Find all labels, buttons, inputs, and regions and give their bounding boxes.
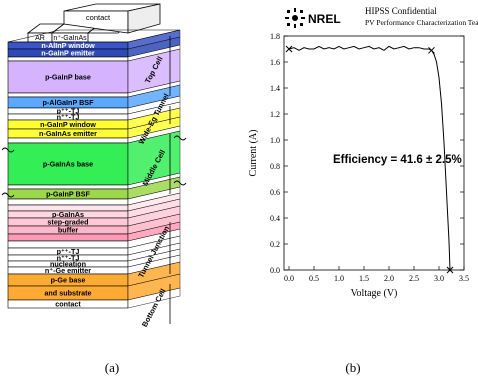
- layer-label: n⁺⁺-TJ: [57, 254, 80, 263]
- layer-label: n-GaInP emitter: [41, 49, 95, 58]
- layer-label: p⁺⁺-TJ: [57, 107, 80, 116]
- nrel-logo: NREL: [285, 8, 341, 28]
- layer-label: p-GaInAs base: [43, 160, 93, 169]
- layer-label: contact: [55, 300, 81, 309]
- break-mark-right: [173, 135, 187, 141]
- y-tick-label: 1.4: [270, 84, 280, 93]
- y-tick-label: 0.2: [270, 240, 280, 249]
- layer-label: n⁺⁺-TJ: [57, 113, 80, 122]
- y-axis-label: Current (A): [248, 130, 259, 177]
- x-axis-label: Voltage (V): [351, 288, 398, 299]
- layer-label: step-graded: [47, 218, 88, 227]
- layer-5: p-AlGaInP BSF: [7, 84, 181, 109]
- layer-label: nucleation: [50, 260, 86, 269]
- header-confidential: HIPSS Confidential: [365, 6, 437, 16]
- break-mark-right: [173, 180, 187, 186]
- layer-26: and substrate: [7, 273, 181, 301]
- layer-label: p-GaInP BSF: [46, 190, 90, 199]
- curve-marker-1: [428, 46, 435, 54]
- y-tick-label: 0.8: [270, 162, 280, 171]
- layer-label: n⁺-Ge emitter: [45, 266, 91, 275]
- sun-icon: [285, 8, 305, 28]
- x-tick-label: 3.5: [459, 274, 469, 283]
- y-tick-label: 1.0: [270, 136, 280, 145]
- ar-label: AR: [35, 35, 45, 42]
- y-tick-label: 1.8: [270, 32, 280, 41]
- chart-axes: 0.0 0.5 1.0 1.5 2.0 2.5 3.0 3.5 0.0 0.2 0.4 0.6 0.8 1…: [248, 32, 469, 299]
- layer-11: p-GaInAs base: [7, 130, 181, 186]
- curve-marker-0: [285, 45, 293, 53]
- break-mark-left: [1, 147, 15, 153]
- iv-curve-panel: NREL HIPSS Confidential PV Performance C…: [228, 0, 478, 379]
- layer-25: p-Ge base: [7, 261, 181, 287]
- nrel-logo-text: NREL: [308, 12, 341, 26]
- y-tick-label: 0.0: [270, 266, 280, 275]
- layer-label: p-Ge base: [51, 276, 86, 285]
- x-tick-label: 0.5: [309, 274, 319, 283]
- y-tick-label: 0.4: [270, 214, 280, 223]
- layer-22: n⁺⁺-TJ: [7, 242, 181, 263]
- layer-label: n-GaInAs emitter: [39, 129, 97, 138]
- x-tick-label: 2.5: [409, 274, 419, 283]
- iv-curve-line: [288, 45, 451, 271]
- cap-layer-label: n⁺-GaInAs: [53, 34, 87, 42]
- layer-label: buffer: [58, 226, 79, 235]
- layer-label: p-AlGaInP BSF: [43, 98, 95, 107]
- top-contact-label: contact: [86, 13, 111, 22]
- layer-1: n-GaInP emitter: [7, 36, 181, 58]
- layer-stack-panel: AR n⁺-GaInAs contact n-AlInP window n-GaI…: [0, 0, 225, 379]
- efficiency-annotation: Efficiency = 41.6 ± 2.5%: [333, 154, 462, 166]
- break-mark-left: [1, 192, 15, 198]
- x-tick-label: 3.0: [434, 274, 444, 283]
- curve-marker-2: [446, 266, 454, 274]
- layer-label: n-AlInP window: [41, 41, 95, 50]
- y-tick-label: 1.6: [270, 58, 280, 67]
- layer-label: n-GaInP window: [40, 120, 96, 129]
- plot-frame: [283, 35, 465, 271]
- chart-marks: [285, 45, 454, 274]
- y-tick-label: 1.2: [270, 110, 280, 119]
- layer-label: and substrate: [44, 289, 91, 298]
- iv-curve-chart: NREL HIPSS Confidential PV Performance C…: [248, 6, 478, 375]
- x-tick-label: 0.0: [284, 274, 294, 283]
- panel-a-caption: (a): [105, 360, 119, 375]
- y-tick-label: 0.6: [270, 188, 280, 197]
- layer-label: p-GaInP base: [45, 73, 91, 82]
- layer-stack-diagram: AR n⁺-GaInAs contact n-AlInP windown-GaI…: [1, 3, 187, 375]
- x-tick-label: 1.5: [359, 274, 369, 283]
- layer-27: contact: [7, 287, 181, 309]
- layer-label: p⁺⁺-TJ: [57, 247, 80, 256]
- x-tick-label: 1.0: [334, 274, 344, 283]
- panel-b-caption: (b): [345, 360, 360, 375]
- top-contact-group: AR n⁺-GaInAs contact: [26, 3, 161, 43]
- layer-label: p-GaInAs: [52, 210, 84, 219]
- header-team: PV Performance Characterization Team: [365, 18, 478, 27]
- x-tick-label: 2.0: [384, 274, 394, 283]
